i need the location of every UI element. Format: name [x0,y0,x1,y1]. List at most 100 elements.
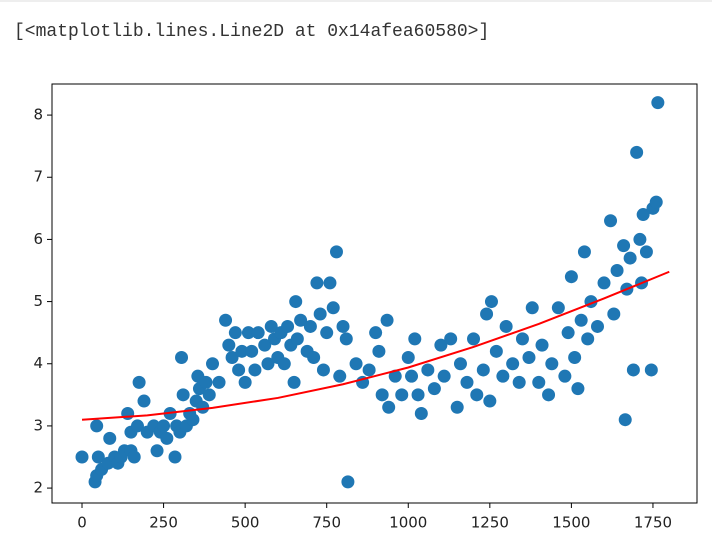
point [496,369,510,383]
point [558,369,572,383]
point [238,375,252,389]
point [633,232,647,246]
point [535,338,549,352]
y-tick-label: 5 [33,292,43,310]
fit-line [81,270,670,421]
point [326,301,340,315]
point [408,332,422,346]
point [532,375,546,389]
point [372,344,386,358]
point [483,394,497,408]
point [489,344,503,358]
point [127,450,141,464]
point [228,326,242,340]
point [610,263,624,277]
output-text: [<matplotlib.lines.Line2D at 0x14afea605… [14,22,489,42]
point [515,332,529,346]
point [202,388,216,402]
y-tick-label: 8 [33,106,43,124]
point [623,251,637,265]
point [499,319,513,333]
point [571,382,585,396]
point [245,344,259,358]
point [186,413,200,427]
point [91,450,105,464]
point [577,245,591,259]
point [581,332,595,346]
y-tick-label: 2 [33,479,43,497]
point [460,375,474,389]
point [289,295,303,309]
axes-frame [51,83,698,504]
point [369,326,383,340]
point [630,145,644,159]
point [604,214,618,228]
point [437,369,451,383]
point [323,276,337,290]
point [157,419,171,433]
point [333,369,347,383]
point [382,400,396,414]
point [484,295,498,309]
point [349,357,363,371]
point [597,276,611,290]
point [248,363,262,377]
point [281,319,295,333]
point [388,369,402,383]
point [75,450,89,464]
point [414,406,428,420]
point [130,419,144,433]
point [336,319,350,333]
point [316,363,330,377]
x-tick-label: 250 [149,514,178,532]
point [480,307,494,321]
point [568,351,582,365]
point [313,307,327,321]
point [277,357,291,371]
point [626,363,640,377]
point [310,276,324,290]
point [380,313,394,327]
point [649,195,663,209]
point [294,313,308,327]
point [636,208,650,222]
point [644,363,658,377]
point [607,307,621,321]
point [251,326,265,340]
point [261,357,275,371]
point [411,388,425,402]
point [362,363,376,377]
point [225,351,239,365]
point [329,245,343,259]
point [341,475,355,489]
point [206,357,220,371]
point [287,375,301,389]
point [132,375,146,389]
x-tick-label: 1750 [634,514,672,532]
point [175,351,189,365]
point [574,313,588,327]
point [307,351,321,365]
point [235,344,249,358]
point [395,388,409,402]
point [90,419,104,433]
point [401,351,415,365]
point [150,444,164,458]
point [121,406,135,420]
point [618,413,632,427]
point [222,338,236,352]
point [476,363,490,377]
point [421,363,435,377]
x-tick-label: 750 [312,514,341,532]
point [320,326,334,340]
point [434,338,448,352]
point [542,388,556,402]
point [212,375,226,389]
point [470,388,484,402]
point [258,338,272,352]
point [617,239,631,253]
point [444,332,458,346]
point [506,357,520,371]
point [564,270,578,284]
